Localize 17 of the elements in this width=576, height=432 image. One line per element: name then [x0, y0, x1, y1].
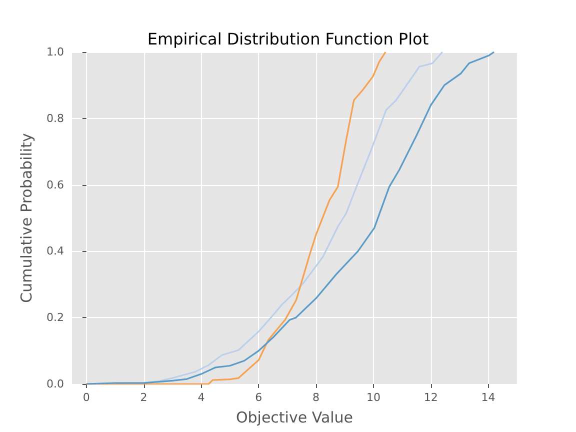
chart-title: Empirical Distribution Function Plot — [147, 30, 429, 48]
y-tick-label: 0.2 — [46, 311, 64, 324]
x-tick-label: 10 — [366, 391, 380, 404]
x-tick-label: 14 — [481, 391, 496, 404]
x-tick-label: 2 — [140, 391, 148, 404]
x-tick-label: 6 — [255, 391, 262, 404]
y-tick-label: 0.8 — [46, 112, 64, 125]
x-tick-label: 4 — [198, 391, 205, 404]
x-tick-label: 12 — [424, 391, 438, 404]
x-axis-title: Objective Value — [236, 408, 354, 426]
y-tick-label: 0.4 — [46, 244, 64, 258]
y-tick-label: 0.0 — [46, 378, 64, 390]
x-tick-label: 0 — [82, 391, 90, 404]
x-tick-label: 8 — [312, 391, 320, 404]
y-tick-label: 1.0 — [46, 46, 64, 58]
y-tick-label: 0.6 — [46, 178, 64, 192]
y-axis-title: Cumulative Probability — [18, 133, 36, 303]
